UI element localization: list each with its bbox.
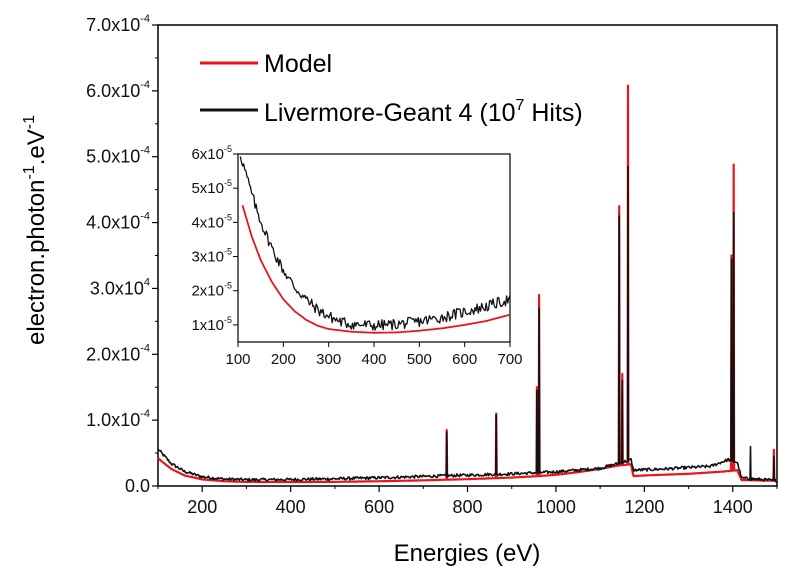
- legend-label-livermore: Livermore-Geant 4 (107 Hits): [264, 97, 583, 127]
- main-y-tick-label: 6.0x10-4: [86, 79, 150, 101]
- inset-y-tick-label: 5x10-5: [191, 178, 232, 197]
- y-axis-title-unit: .eV: [23, 129, 50, 165]
- inset-x-tick-label: 700: [497, 351, 522, 368]
- main-series-line-livermore: [157, 165, 778, 483]
- inset-plot: 100 200 300 400 500 600 700 1x10-5 2x10-5 3x10-5…: [191, 144, 522, 368]
- inset-series-group: [239, 156, 511, 334]
- main-y-tick-label: 1.0x10-4: [86, 408, 150, 430]
- inset-x-tick-label: 300: [316, 351, 341, 368]
- main-x-tick-label: 200: [187, 497, 217, 517]
- inset-x-axis-ticks: 100 200 300 400 500 600 700: [225, 342, 523, 368]
- y-axis-title-base: electron.photon: [23, 180, 50, 345]
- main-series-group: [157, 84, 778, 484]
- main-x-tick-label: 1000: [536, 497, 576, 517]
- inset-y-tick-label: 2x10-5: [191, 281, 232, 300]
- inset-x-tick-label: 600: [452, 351, 477, 368]
- legend-label-livermore-tail: Hits): [524, 99, 582, 127]
- legend-label-livermore-exp: 7: [516, 97, 525, 114]
- main-x-tick-label: 600: [364, 497, 394, 517]
- main-x-tick-label: 1200: [624, 497, 664, 517]
- legend-label-model: Model: [264, 50, 332, 78]
- main-y-tick-label: 2.0x10-4: [86, 342, 150, 364]
- legend: Model Livermore-Geant 4 (107 Hits): [200, 50, 583, 127]
- y-axis-title-exp-1: -1: [21, 165, 38, 179]
- main-x-tick-label: 800: [452, 497, 482, 517]
- inset-y-tick-label: 1x10-5: [191, 315, 232, 334]
- main-y-axis-ticks: 0.0 1.0x10-4 2.0x10-4 3.0x104 4.0x10-4 5.0x10…: [86, 13, 158, 496]
- y-axis-title: electron.photon-1.eV-1: [21, 115, 50, 345]
- main-series-line-model: [157, 84, 778, 484]
- main-y-tick-label: 3.0x104: [90, 276, 150, 298]
- main-plot: 200 400 600 800 1000 1200 1400 0.0 1.0x10-4 2.0x…: [21, 13, 778, 567]
- inset-x-tick-label: 500: [407, 351, 432, 368]
- main-y-tick-label: 4.0x10-4: [86, 211, 150, 233]
- inset-x-tick-label: 100: [225, 351, 250, 368]
- inset-x-tick-label: 400: [361, 351, 386, 368]
- inset-y-tick-label: 3x10-5: [191, 247, 232, 266]
- main-x-tick-label: 1400: [713, 497, 753, 517]
- main-y-tick-label: 7.0x10-4: [86, 13, 150, 35]
- y-axis-title-exp-2: -1: [21, 115, 38, 129]
- main-x-tick-label: 400: [276, 497, 306, 517]
- inset-y-axis-ticks: 1x10-5 2x10-5 3x10-5 4x10-5 5x10-5 6x10-5: [191, 144, 238, 334]
- inset-y-tick-label: 6x10-5: [191, 144, 232, 163]
- main-x-axis-ticks: 200 400 600 800 1000 1200 1400: [157, 486, 778, 517]
- main-y-tick-label: 5.0x10-4: [86, 145, 150, 167]
- inset-series-line-model: [241, 205, 510, 334]
- legend-label-livermore-base: Livermore-Geant 4 (10: [264, 99, 516, 127]
- inset-series-line-livermore: [239, 156, 511, 331]
- x-axis-title: Energies (eV): [394, 540, 541, 567]
- inset-y-tick-label: 4x10-5: [191, 212, 232, 231]
- main-y-tick-label: 0.0: [125, 476, 150, 496]
- inset-x-tick-label: 200: [271, 351, 296, 368]
